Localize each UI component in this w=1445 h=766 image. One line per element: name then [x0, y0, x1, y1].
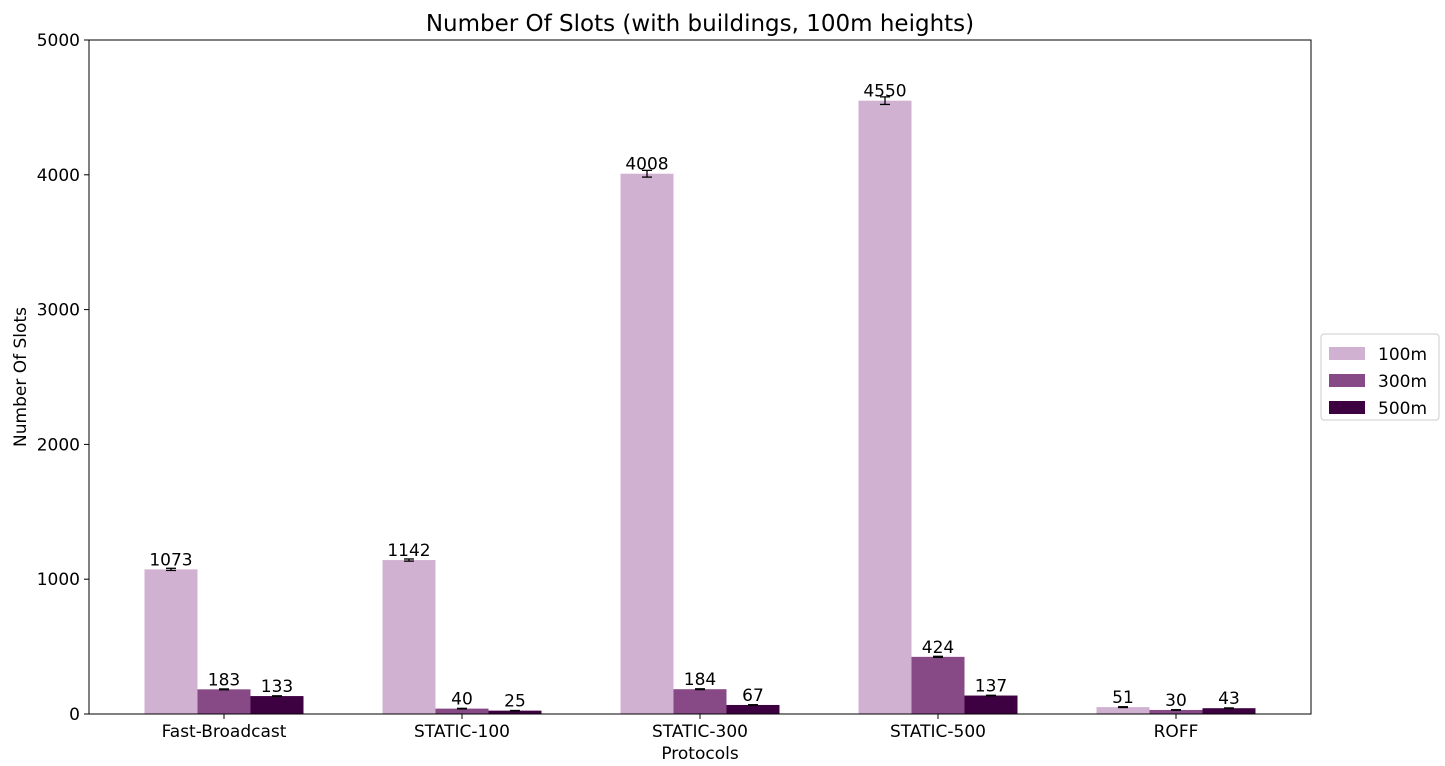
bar-300m-ROFF	[1149, 709, 1203, 714]
bar-100m-STATIC-500	[858, 100, 912, 714]
x-tick-label: STATIC-100	[414, 722, 510, 742]
data-label: 40	[451, 690, 473, 710]
y-tick-label: 4000	[37, 166, 80, 186]
legend-swatch-100m	[1329, 347, 1365, 360]
x-axis-title: Protocols	[661, 744, 739, 764]
data-label: 1073	[149, 550, 192, 570]
bar-300m-STATIC-300	[673, 689, 727, 714]
data-label: 4550	[863, 82, 906, 102]
bar-300m-STATIC-100	[435, 708, 489, 714]
chart-title: Number Of Slots (with buildings, 100m he…	[426, 11, 974, 37]
bar-100m-STATIC-300	[620, 173, 674, 714]
bar-500m-Fast-Broadcast	[250, 696, 304, 714]
bar-100m-ROFF	[1096, 707, 1150, 714]
bar-500m-ROFF	[1202, 708, 1256, 714]
legend-label-300m: 300m	[1378, 372, 1427, 392]
bar-500m-STATIC-300	[726, 704, 780, 714]
legend: 100m 300m 500m	[1320, 333, 1440, 421]
data-label: 25	[504, 692, 526, 712]
bar-100m-Fast-Broadcast	[144, 569, 198, 714]
y-tick-label: 2000	[37, 435, 80, 455]
plot-frame	[88, 39, 1312, 715]
x-tick-label: STATIC-300	[652, 722, 748, 742]
data-label: 184	[684, 670, 716, 690]
bar-300m-Fast-Broadcast	[197, 689, 251, 714]
legend-swatch-300m	[1329, 374, 1365, 387]
data-label: 4008	[625, 155, 668, 175]
data-label: 1142	[387, 541, 430, 561]
bar-300m-STATIC-500	[911, 656, 965, 714]
data-label: 137	[975, 677, 1007, 697]
y-tick-label: 3000	[37, 301, 80, 321]
data-label: 183	[208, 670, 240, 690]
legend-swatch-500m	[1329, 401, 1365, 414]
bar-500m-STATIC-500	[964, 695, 1018, 714]
x-tick-label: ROFF	[1154, 722, 1199, 742]
legend-label-100m: 100m	[1378, 345, 1427, 365]
data-label: 133	[261, 677, 293, 697]
bar-500m-STATIC-100	[488, 710, 542, 714]
data-label: 51	[1112, 688, 1134, 708]
x-tick-label: STATIC-500	[890, 722, 986, 742]
bar-100m-STATIC-100	[382, 560, 436, 714]
data-label: 424	[922, 638, 954, 658]
y-tick-label: 0	[69, 705, 80, 725]
plot-area: 0 1000 2000 3000 4000 5000 1073 183 133 Fast-Broa…	[37, 31, 1256, 742]
data-label: 43	[1218, 689, 1240, 709]
y-tick-label: 1000	[37, 570, 80, 590]
y-tick-label: 5000	[37, 31, 80, 51]
legend-label-500m: 500m	[1378, 399, 1427, 419]
data-label: 30	[1165, 691, 1187, 711]
x-tick-label: Fast-Broadcast	[162, 722, 287, 742]
y-axis-title: Number Of Slots	[11, 307, 31, 447]
data-label: 67	[742, 686, 764, 706]
